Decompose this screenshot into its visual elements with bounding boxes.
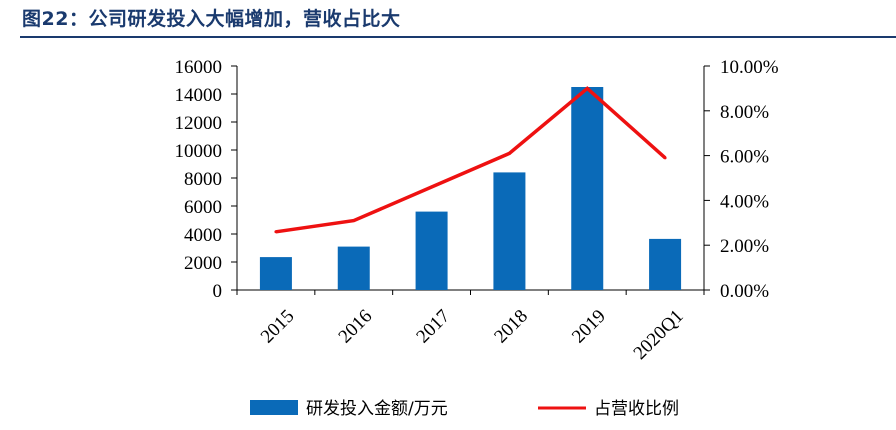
right-tick-label: 10.00% [720, 57, 779, 78]
left-tick-label: 6000 [184, 197, 222, 218]
ratio-point-2020Q1 [663, 156, 667, 160]
title-rule [20, 36, 896, 38]
ratio-point-2017 [430, 185, 434, 189]
left-tick-label: 16000 [175, 57, 223, 78]
ratio-point-2016 [352, 219, 356, 223]
left-tick-label: 14000 [175, 85, 223, 106]
x-tick-label: 2015 [257, 306, 299, 348]
x-tick-label: 2016 [335, 306, 377, 348]
bar-2016 [337, 246, 370, 290]
left-tick-label: 12000 [175, 113, 223, 134]
bar-2020Q1 [649, 238, 682, 290]
x-tick-label: 2019 [568, 306, 610, 348]
right-tick-label: 6.00% [720, 147, 769, 168]
ratio-point-2018 [507, 151, 511, 155]
left-tick-label: 2000 [184, 253, 222, 274]
bar-2019 [571, 87, 604, 290]
left-tick-label: 10000 [175, 141, 223, 162]
ratio-point-2019 [585, 86, 589, 90]
right-tick-label: 0.00% [720, 281, 769, 302]
left-tick-label: 4000 [184, 225, 222, 246]
ratio-point-2015 [274, 230, 278, 234]
legend-label-line: 占营收比例 [594, 399, 679, 419]
legend-swatch-bar [250, 400, 298, 415]
ratio-line [275, 86, 667, 234]
right-tick-label: 8.00% [720, 102, 769, 123]
left-tick-label: 0 [213, 281, 223, 302]
right-tick-label: 4.00% [720, 191, 769, 212]
right-tick-label: 2.00% [720, 236, 769, 257]
x-tick-label: 2018 [490, 306, 532, 348]
figure-title: 图22：公司研发投入大幅增加，营收占比大 [22, 8, 401, 30]
x-tick-label: 2020Q1 [630, 306, 688, 364]
bar-2018 [493, 172, 526, 290]
left-tick-label: 8000 [184, 169, 222, 190]
legend-label-bar: 研发投入金额/万元 [306, 399, 448, 419]
x-tick-label: 2017 [412, 306, 454, 348]
bar-2017 [415, 211, 448, 290]
bar-2015 [259, 257, 292, 290]
